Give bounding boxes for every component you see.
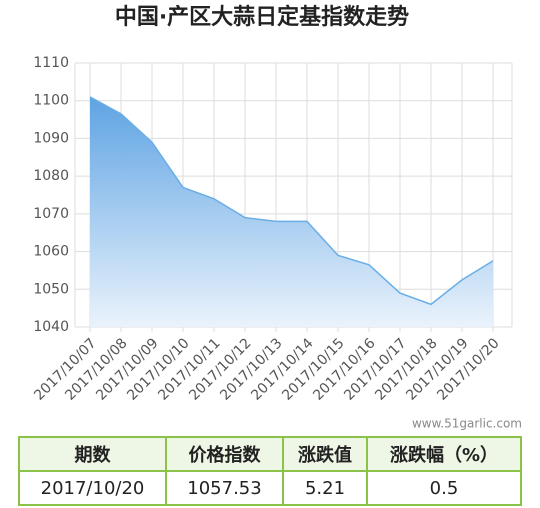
area xyxy=(90,96,493,327)
table-header: 涨跌值 xyxy=(282,436,368,472)
table-header: 价格指数 xyxy=(165,436,284,472)
y-tick-label: 1100 xyxy=(33,93,69,109)
y-tick-label: 1040 xyxy=(33,319,69,335)
line xyxy=(89,96,494,306)
y-tick-label: 1110 xyxy=(33,55,69,71)
y-tick-label: 1080 xyxy=(33,168,69,184)
chart: 中国·产区大蒜日定基指数走势 www.51garlic.com 1040 1050… xyxy=(31,4,522,431)
y-tick-label: 1070 xyxy=(33,206,69,222)
watermark: www.51garlic.com xyxy=(412,417,522,431)
y-tick-label: 1090 xyxy=(33,130,69,146)
chart-title: 中国·产区大蒜日定基指数走势 xyxy=(115,4,409,30)
table-cell: 1057.53 xyxy=(165,470,284,506)
table-cell: 5.21 xyxy=(282,470,368,506)
data-table: 期数 价格指数 涨跌值 涨跌幅（%） 2017/10/20 1057.53 5.21 0.5 xyxy=(18,436,522,506)
table-header: 期数 xyxy=(18,436,167,472)
y-tick-label: 1060 xyxy=(33,244,69,260)
table-cell: 2017/10/20 xyxy=(18,470,167,506)
table-header: 涨跌幅（%） xyxy=(366,436,522,472)
y-tick-label: 1050 xyxy=(33,281,69,297)
table-cell: 0.5 xyxy=(366,470,522,506)
